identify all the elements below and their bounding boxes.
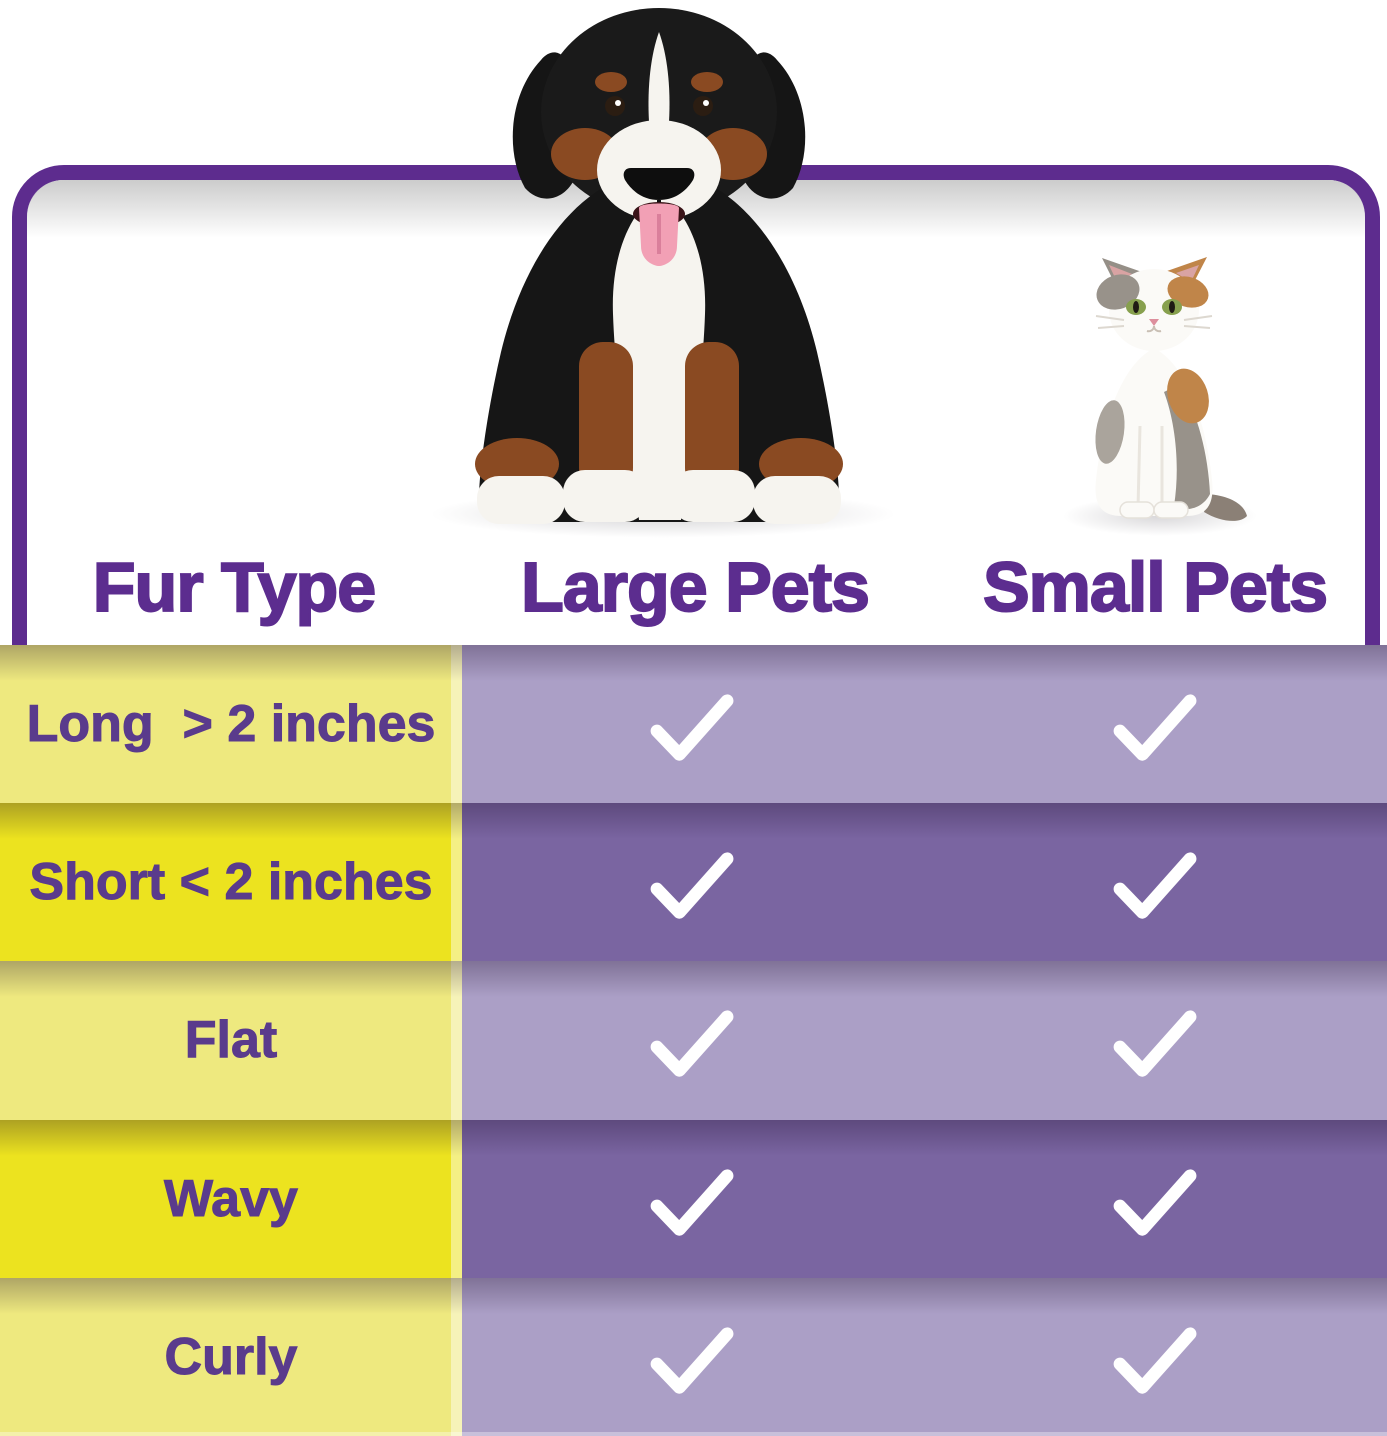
dog-hind-legs <box>475 438 843 524</box>
large-pets-check-cell <box>462 803 925 962</box>
large-pets-check-cell <box>462 1119 925 1278</box>
small-pets-check-cell <box>924 961 1387 1120</box>
small-cat-image <box>1095 257 1247 521</box>
fur-type-cell: Curly <box>0 1277 462 1436</box>
small-pets-check-cell <box>924 1277 1387 1436</box>
check-zone <box>462 1119 1387 1278</box>
large-pets-check-cell <box>462 1277 925 1436</box>
large-pets-check-cell <box>462 645 925 804</box>
cat-ears <box>1102 257 1207 286</box>
checkmark-icon <box>1113 1169 1197 1236</box>
fur-type-label: Curly <box>164 1327 298 1386</box>
dog-face <box>551 32 767 266</box>
fur-type-cell: Wavy <box>0 1119 462 1278</box>
checkmark-icon <box>1113 694 1197 761</box>
cat-nose <box>1149 319 1159 326</box>
fur-type-cell: Flat <box>0 961 462 1120</box>
cat-mouth <box>1146 325 1162 333</box>
column-header-fur-type: Fur Type <box>92 547 377 627</box>
cat-orange-shoulder-patch <box>1167 368 1209 424</box>
checkmark-icon <box>650 694 734 761</box>
table-row-flat: Flat <box>0 961 1387 1120</box>
table-row-wavy: Wavy <box>0 1119 1387 1278</box>
cat-gray-shoulder-patch <box>1095 400 1125 464</box>
fur-type-cell: Long > 2 inches <box>0 645 462 804</box>
check-zone <box>462 961 1387 1120</box>
cat-whiskers <box>1095 315 1213 329</box>
cat-tail <box>1204 494 1247 521</box>
cat-eyes <box>1126 299 1182 315</box>
checkmark-icon <box>650 852 734 919</box>
cat-orange-head-patch <box>1167 276 1209 308</box>
fur-type-label: Short < 2 inches <box>29 853 433 912</box>
dog-chest-blaze <box>612 192 706 520</box>
checkmark-icon <box>1113 1327 1197 1394</box>
fur-type-label: Flat <box>184 1011 278 1070</box>
small-pets-check-cell <box>924 1119 1387 1278</box>
table-row-short: Short < 2 inches <box>0 803 1387 962</box>
large-dog-image <box>475 8 843 524</box>
fur-type-label: Wavy <box>164 1169 299 1228</box>
checkmark-icon <box>650 1327 734 1394</box>
comparison-table: Long > 2 inches Short < 2 inches <box>0 645 1387 1436</box>
checkmark-icon <box>1113 1010 1197 1078</box>
large-pets-check-cell <box>462 961 925 1120</box>
checkmark-icon <box>650 1010 734 1078</box>
column-header-small-pets: Small Pets <box>982 547 1329 627</box>
small-pets-check-cell <box>924 645 1387 804</box>
cat-gray-head-patch <box>1096 274 1140 310</box>
cat-gray-flank-patch <box>1164 384 1210 510</box>
checkmark-icon <box>1113 852 1197 919</box>
table-row-long: Long > 2 inches <box>0 645 1387 804</box>
cat-front-legs <box>1119 425 1189 519</box>
fur-type-cell: Short < 2 inches <box>0 803 462 962</box>
checkmark-icon <box>650 1169 734 1236</box>
check-zone <box>462 645 1387 804</box>
table-row-curly: Curly <box>0 1277 1387 1436</box>
check-zone <box>462 803 1387 962</box>
check-zone <box>462 1277 1387 1436</box>
dog-front-legs <box>563 342 755 522</box>
small-pets-check-cell <box>924 803 1387 962</box>
fur-type-label: Long > 2 inches <box>26 695 436 754</box>
column-header-large-pets: Large Pets <box>520 547 871 627</box>
